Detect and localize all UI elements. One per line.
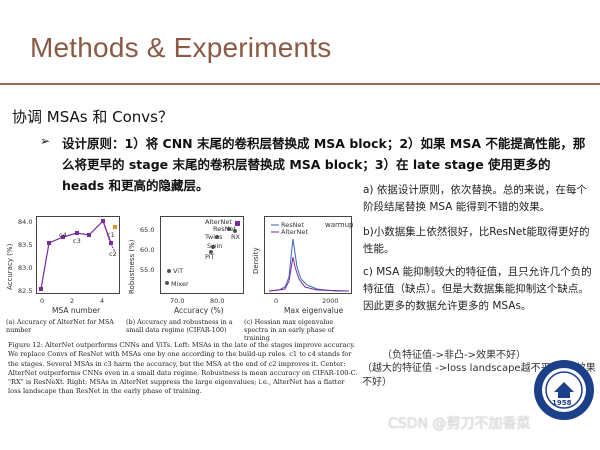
center-plot: AlterNet ResNet RX Twins Swin PiT ViT Mi… (160, 216, 244, 294)
point (87, 233, 91, 237)
left-plot-svg (39, 219, 117, 291)
point (75, 231, 79, 235)
resnet-point (227, 227, 231, 231)
section-heading: 协调 MSAs 和 Convs？ (12, 108, 173, 126)
title-divider (0, 83, 600, 85)
stage-label-c3: c3 (73, 237, 81, 245)
right-xtick: 0 (274, 297, 279, 305)
note-large-eigenvalue: （越大的特征值 ->loss landscape越不平滑 ->效果不好） (362, 363, 596, 388)
center-plot-svg (165, 221, 240, 285)
stage-label-c1: c1 (107, 231, 115, 239)
subcaption-c: (c) Hessian max eigenvalue spectra in an… (244, 318, 334, 342)
university-seal-logo: 1958 (532, 358, 596, 422)
subcaption-b: (b) Accuracy and robustness in a small d… (126, 318, 233, 334)
label-vit: ViT (173, 267, 184, 275)
stage-label-c4: c4 (59, 231, 67, 239)
point-b: b)小数据集上依然很好，比ResNet能取得更好的性能。 (363, 226, 590, 255)
left-xtick: 2 (70, 297, 75, 305)
figure-caption: Figure 12: AlterNet outperforms CNNs and… (8, 341, 358, 396)
center-xtick: 80.0 (210, 297, 225, 305)
twins-point (215, 235, 219, 239)
label-rx: RX (231, 233, 240, 241)
alternet-point (235, 221, 240, 226)
label-mixer: Mixer (171, 280, 189, 288)
right-plot-ylabel: Density (252, 247, 260, 274)
center-plot-ylabel: Robustness (%) (128, 239, 136, 294)
label-alternet: AlterNet (205, 218, 232, 226)
point-c: c) MSA 能抑制较大的特征值，且只允许几个负的特征值（缺点）。但是大数据集能… (363, 266, 592, 312)
stage-label-c2: c2 (109, 250, 117, 258)
mixer-point (165, 281, 169, 285)
left-plot-xlabel: MSA number (52, 306, 101, 315)
legend-alternet: AlterNet (281, 228, 308, 236)
point-orange (113, 225, 117, 229)
left-xtick: 4 (100, 297, 105, 305)
vit-point (167, 269, 171, 273)
point (109, 241, 113, 245)
left-plot-ylabel: Accuracy (%) (6, 243, 14, 290)
point (61, 235, 65, 239)
note-negative-eigenvalue: （负特征值->非凸->效果不好） (382, 350, 526, 361)
pit-point (209, 250, 213, 254)
left-ytick: 83.0 (18, 264, 33, 272)
paper-figure: Accuracy (%) 84.0 83.5 83.0 82.5 c4 c3 c… (4, 214, 358, 404)
center-plot-xlabel: Accuracy (%) (174, 306, 224, 315)
label-resnet: ResNet (213, 225, 237, 233)
label-twins: Twins (205, 233, 223, 241)
left-xtick: 0 (40, 297, 45, 305)
center-ytick: 60.0 (140, 246, 155, 254)
slide-title: Methods & Experiments (30, 32, 332, 63)
left-ytick: 83.5 (18, 241, 33, 249)
rx-point (233, 229, 237, 233)
point-a: a) 依据设计原则，依次替换。总的来说，在每个阶段结尾替换 MSA 能得到不错的… (363, 184, 587, 213)
label-pit: PiT (205, 253, 215, 261)
warmup-tag: warmup (325, 221, 354, 229)
bullet-arrow-icon: ➢ (40, 134, 51, 148)
legend-resnet: ResNet (281, 221, 305, 229)
left-ytick: 84.0 (18, 218, 33, 226)
point (39, 287, 43, 291)
seal-year: 1958 (552, 399, 572, 407)
right-plot: ResNet AlterNet warmup (264, 216, 354, 294)
center-ytick: 55.0 (140, 266, 155, 274)
right-plot-svg (268, 224, 350, 292)
design-principle-bullet: 设计原则：1）将 CNN 末尾的卷积层替换成 MSA block；2）如果 MS… (62, 136, 586, 193)
branch-line (102, 220, 116, 252)
alternet-curve (268, 256, 350, 292)
center-ytick: 65.0 (140, 226, 155, 234)
center-xtick: 70.0 (170, 297, 185, 305)
csdn-watermark: CSDN @剪刀不加香菜 (388, 416, 531, 432)
resnet-curve (268, 238, 349, 292)
subcaption-a: (a) Accuracy of AlterNet for MSA number (6, 318, 114, 334)
label-swin: Swin (207, 242, 223, 250)
right-xtick: 2000 (322, 297, 339, 305)
swin-point (211, 245, 215, 249)
right-plot-xlabel: Max eigenvalue (284, 306, 344, 315)
point (47, 241, 51, 245)
left-ytick: 82.5 (18, 287, 33, 295)
left-plot: c4 c3 c2 c1 (36, 216, 120, 294)
